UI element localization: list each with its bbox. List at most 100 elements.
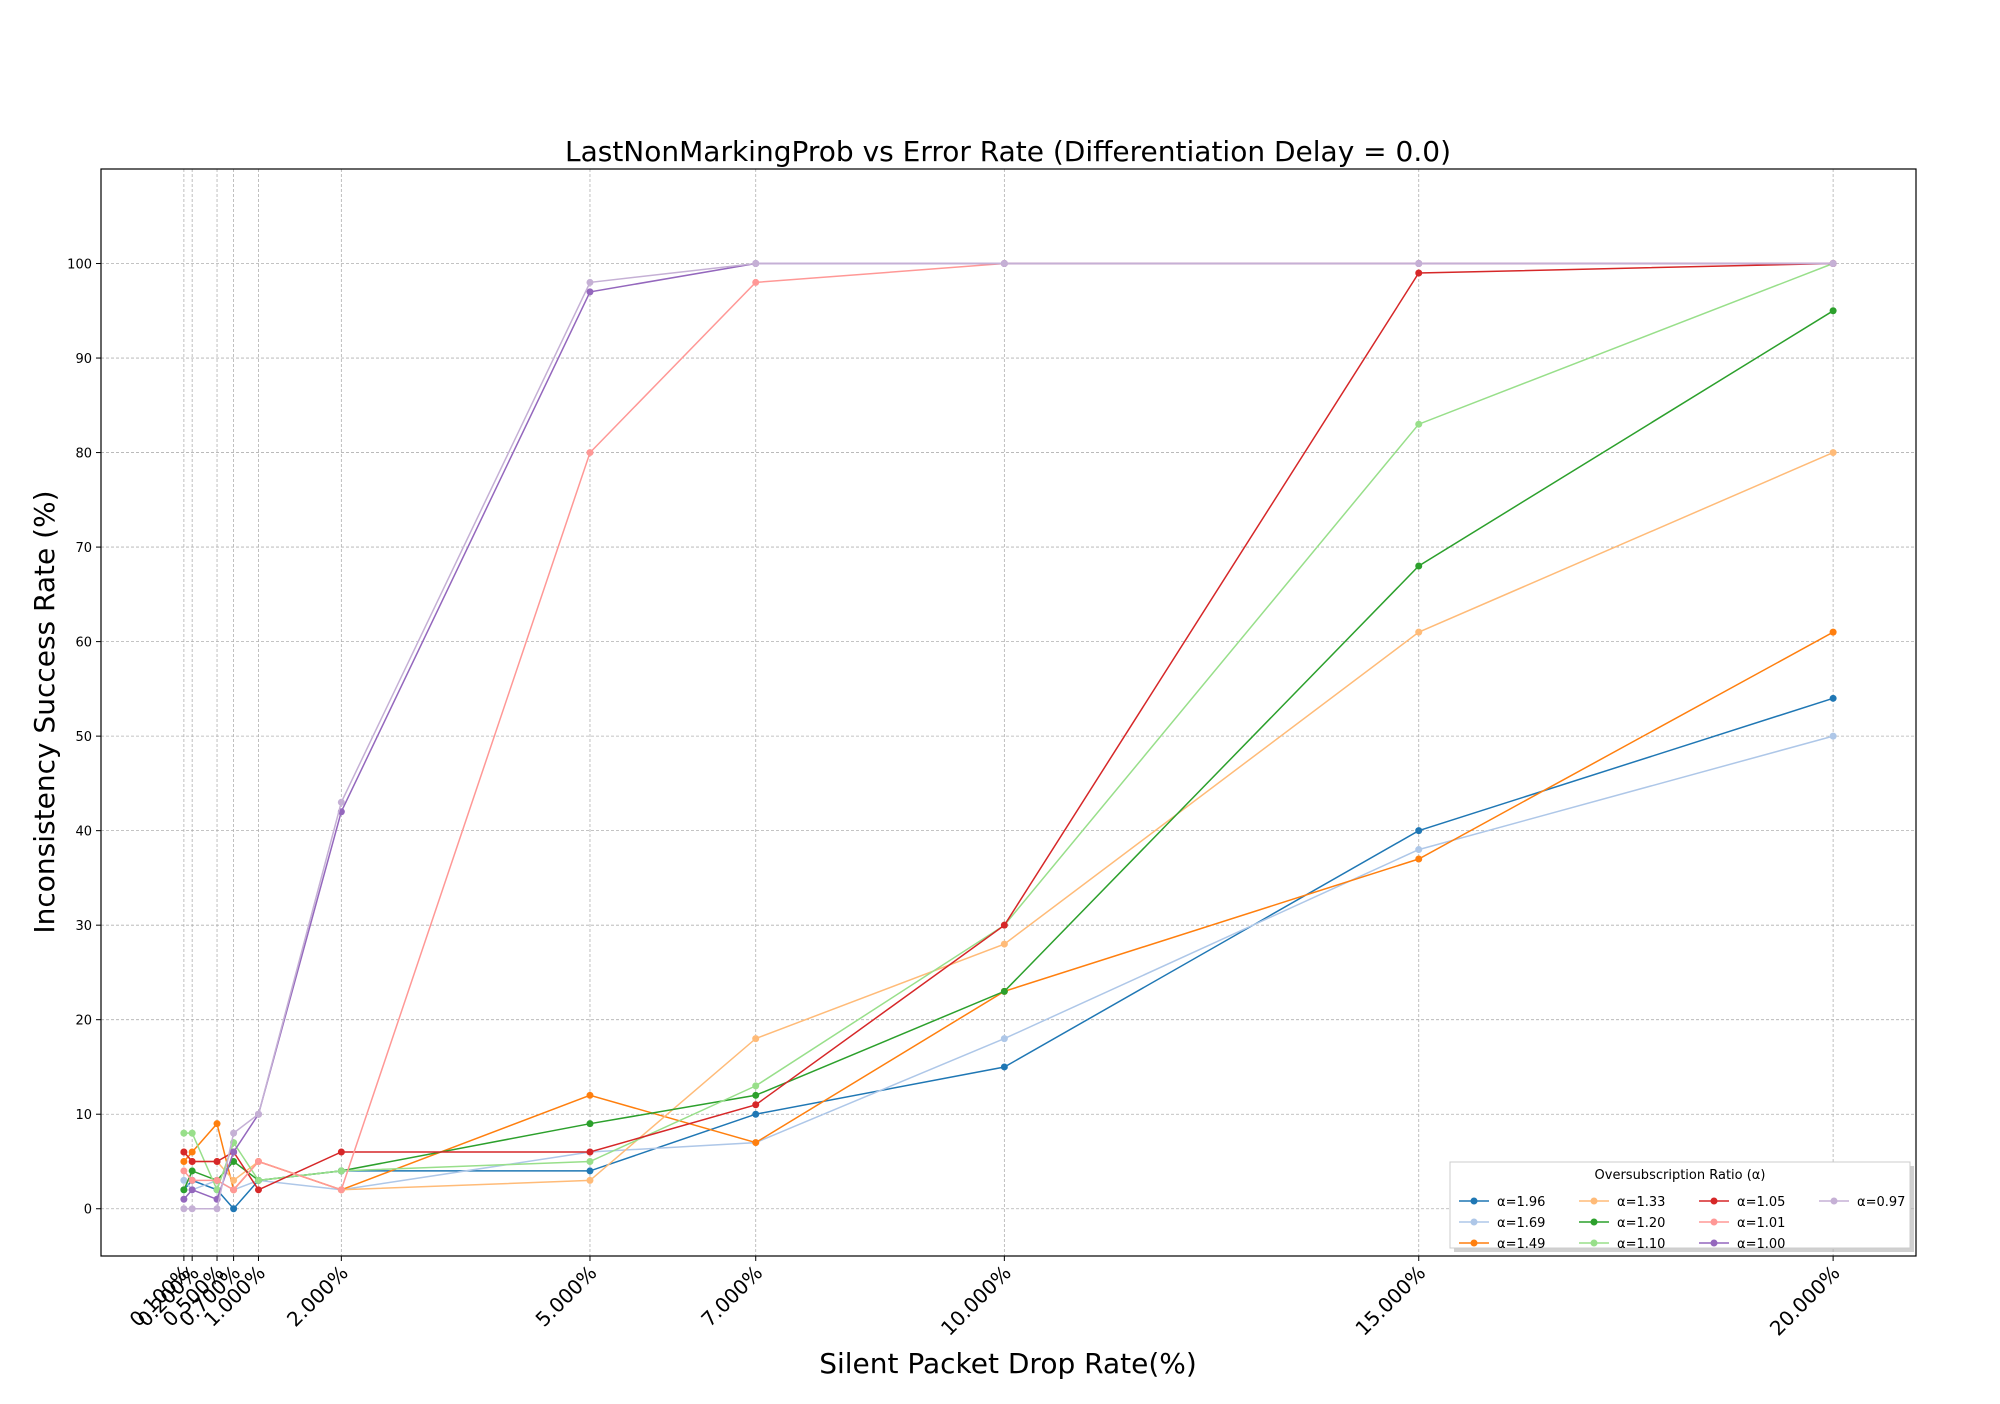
data-point — [752, 1091, 760, 1099]
data-point — [586, 1148, 594, 1156]
data-point — [1000, 921, 1008, 929]
y-tick-label: 30 — [75, 919, 92, 934]
legend-item: α=1.05 — [1699, 1195, 1785, 1210]
data-point — [254, 1110, 262, 1118]
data-point — [337, 1148, 345, 1156]
data-point — [586, 449, 594, 457]
y-tick-label: 70 — [75, 541, 92, 556]
legend-items: α=1.96 α=1.69 α=1.49 α=1.33 α=1.20 α=1.10 α=1.… — [1459, 1195, 1905, 1252]
legend-item: α=1.33 — [1579, 1195, 1665, 1210]
legend-label: α=1.69 — [1497, 1216, 1545, 1231]
data-point — [188, 1129, 196, 1137]
data-point — [1829, 732, 1837, 740]
y-tick-label: 60 — [75, 636, 92, 651]
data-point — [230, 1205, 238, 1213]
data-point — [1829, 628, 1837, 636]
y-tick-label: 40 — [75, 825, 92, 840]
data-point — [1000, 1035, 1008, 1043]
data-point — [180, 1195, 188, 1203]
data-point — [337, 1167, 345, 1175]
data-point — [752, 260, 760, 268]
legend-marker — [1590, 1197, 1598, 1205]
chart-title: LastNonMarkingProb vs Error Rate (Differ… — [565, 135, 1451, 168]
data-point — [1415, 420, 1423, 428]
data-point — [188, 1186, 196, 1194]
data-point — [213, 1157, 221, 1165]
data-point — [188, 1176, 196, 1184]
legend-item: α=1.01 — [1699, 1216, 1785, 1231]
data-point — [188, 1167, 196, 1175]
data-point — [1415, 260, 1423, 268]
data-point — [337, 798, 345, 806]
legend-item: α=1.96 — [1459, 1195, 1545, 1210]
legend-item: α=1.00 — [1699, 1237, 1785, 1252]
data-point — [1000, 260, 1008, 268]
y-tick-label: 20 — [75, 1014, 92, 1029]
data-point — [188, 1205, 196, 1213]
data-point — [586, 1176, 594, 1184]
legend-item: α=1.20 — [1579, 1216, 1665, 1231]
legend: Oversubscription Ratio (α) α=1.96α=1.69α… — [1449, 1161, 1914, 1252]
y-tick-label: 0 — [84, 1203, 92, 1218]
legend-item: α=1.69 — [1459, 1216, 1545, 1231]
data-point — [230, 1176, 238, 1184]
data-point — [752, 1082, 760, 1090]
data-point — [188, 1148, 196, 1156]
y-axis-label: Inconsistency Success Rate (%) — [28, 490, 61, 933]
data-point — [230, 1186, 238, 1194]
data-point — [188, 1157, 196, 1165]
data-point — [1415, 855, 1423, 863]
legend-label: α=1.49 — [1497, 1237, 1545, 1252]
legend-marker — [1710, 1239, 1718, 1247]
y-tick-label: 80 — [75, 447, 92, 462]
data-point — [1415, 628, 1423, 636]
data-point — [180, 1167, 188, 1175]
data-point — [213, 1186, 221, 1194]
data-point — [752, 278, 760, 286]
data-point — [230, 1129, 238, 1137]
data-point — [213, 1120, 221, 1128]
legend-label: α=1.96 — [1497, 1195, 1545, 1210]
legend-label: α=1.01 — [1737, 1216, 1785, 1231]
data-point — [1829, 260, 1837, 268]
data-point — [213, 1205, 221, 1213]
y-tick-label: 100 — [67, 258, 92, 273]
legend-marker — [1710, 1218, 1718, 1226]
data-point — [213, 1176, 221, 1184]
legend-label: α=1.33 — [1617, 1195, 1665, 1210]
legend-label: α=1.20 — [1617, 1216, 1665, 1231]
y-tick-label: 50 — [75, 730, 92, 745]
legend-marker — [1710, 1197, 1718, 1205]
data-point — [1415, 827, 1423, 835]
data-point — [230, 1157, 238, 1165]
data-point — [586, 278, 594, 286]
data-point — [180, 1148, 188, 1156]
data-point — [254, 1176, 262, 1184]
legend-box — [1449, 1161, 1911, 1249]
data-point — [180, 1186, 188, 1194]
data-point — [1829, 449, 1837, 457]
plot-frame — [100, 168, 1917, 1257]
data-point — [230, 1148, 238, 1156]
data-point — [180, 1205, 188, 1213]
data-point — [337, 1186, 345, 1194]
data-point — [180, 1176, 188, 1184]
data-point — [254, 1157, 262, 1165]
legend-marker — [1590, 1239, 1598, 1247]
data-point — [586, 1120, 594, 1128]
data-point — [1415, 562, 1423, 570]
legend-label: α=1.05 — [1737, 1195, 1785, 1210]
data-point — [752, 1035, 760, 1043]
data-point — [752, 1110, 760, 1118]
legend-marker — [1470, 1197, 1478, 1205]
y-axis-ticks: 0 10 20 30 40 50 60 70 80 90 100 — [67, 258, 101, 1218]
data-point — [1829, 307, 1837, 315]
x-axis-label: Silent Packet Drop Rate(%) — [819, 1347, 1197, 1380]
data-point — [1415, 269, 1423, 277]
series-097 — [180, 260, 1837, 1213]
legend-item: α=1.10 — [1579, 1237, 1665, 1252]
series-110 — [180, 260, 1837, 1194]
legend-item: α=0.97 — [1819, 1195, 1905, 1210]
y-tick-label: 10 — [75, 1108, 92, 1123]
